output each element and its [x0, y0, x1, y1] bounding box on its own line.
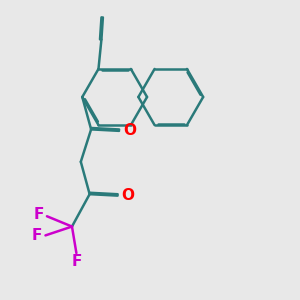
Text: O: O: [123, 123, 136, 138]
Text: F: F: [71, 254, 82, 269]
Text: F: F: [34, 207, 44, 222]
Text: F: F: [32, 228, 42, 243]
Text: O: O: [122, 188, 134, 203]
